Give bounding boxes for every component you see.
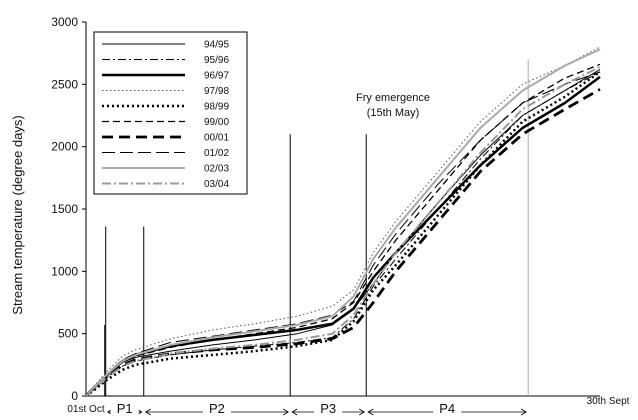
legend: 94/95 95/96 96/97 97/98 98/99 99/00 00/01 01/02… [93,31,248,195]
y-tick-label: 2500 [51,77,78,91]
period-arrowhead-right [282,408,289,416]
fry-emergence-annotation: Fry emergence (15th May) [356,92,430,119]
legend-items: 94/95 95/96 96/97 97/98 98/99 99/00 00/01 01/02… [102,40,229,190]
legend-label: 96/97 [204,71,229,82]
period-label: P4 [439,401,455,416]
legend-label: 03/04 [204,179,229,190]
legend-label: 95/96 [204,55,229,66]
x-end-label: 30th Sept [587,396,630,407]
period-label: P1 [117,401,133,416]
legend-label: 98/99 [204,102,229,113]
legend-label: 94/95 [204,40,229,51]
series-line-00-01 [85,88,601,397]
y-tick-label: 500 [58,327,78,341]
period-label: P3 [320,401,336,416]
series-lines [85,46,601,398]
legend-label: 01/02 [204,148,229,159]
period-arrowhead-right [359,408,366,416]
series-line-97-98 [85,46,601,397]
period-label-bg [314,401,343,415]
period-label-bg [433,401,462,415]
period-labels: P1 P2 P3 P4 [106,401,527,416]
period-label-bg [110,401,139,415]
series-line-03-04 [85,66,601,397]
period-label-bg [202,401,231,415]
x-start-label: 01st Oct [67,404,104,415]
y-tick-label: 2000 [51,140,78,154]
period-arrowhead-right [520,408,527,416]
annotation-fry-emergence: Fry emergence [356,92,430,104]
y-axis: 0 500 1000 1500 2000 2500 3000 [51,15,87,403]
y-axis-title: Stream temperature (degree days) [10,115,25,314]
period-arrowhead-left [291,408,298,416]
y-ticks: 0 500 1000 1500 2000 2500 3000 [51,15,86,403]
annotation-fry-date: (15th May) [367,107,420,119]
series-line-98-99 [85,70,601,398]
series-line-02-03 [85,48,601,397]
period-arrowhead-left [144,408,151,416]
legend-label: 97/98 [204,86,229,97]
legend-label: 02/03 [204,164,229,175]
y-tick-label: 3000 [51,15,78,29]
legend-label: 00/01 [204,133,229,144]
y-tick-label: 1000 [51,264,78,278]
y-tick-label: 1500 [51,202,78,216]
period-label: P2 [209,401,225,416]
y-tick-label: 0 [71,389,78,403]
legend-label: 99/00 [204,117,229,128]
period-arrowhead-left [367,408,374,416]
